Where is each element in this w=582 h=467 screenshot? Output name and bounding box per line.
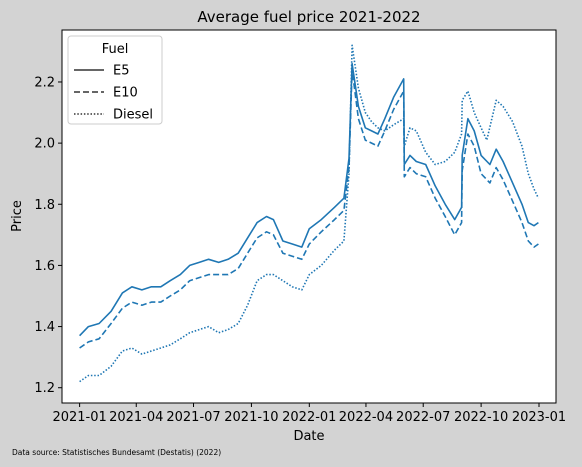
source-note: Data source: Statistisches Bundesamt (De… [12,448,221,457]
x-tick-label: 2022-01 [282,410,336,425]
legend-label-diesel: Diesel [113,108,153,123]
chart-title: Average fuel price 2021-2022 [197,8,420,26]
x-tick-label: 2021-01 [52,410,106,425]
series-line-diesel [79,44,540,383]
x-tick-label: 2021-10 [224,410,278,425]
x-tick-label: 2022-10 [454,410,508,425]
x-tick-label: 2021-07 [166,410,220,425]
legend-label-e5: E5 [113,64,130,79]
legend-label-e10: E10 [113,86,138,101]
y-axis: 1.2 1.4 1.6 1.8 2.0 2.2 [34,75,62,396]
y-tick-label: 1.4 [34,320,55,335]
y-tick-label: 2.2 [34,75,55,90]
series-layer [79,44,540,383]
x-tick-label: 2022-07 [396,410,450,425]
y-tick-label: 2.0 [34,137,55,152]
x-axis: 2021-01 2021-04 2021-07 2021-10 2022-01 2022-… [52,403,566,425]
legend-title: Fuel [102,42,129,57]
y-axis-label: Price [10,200,25,232]
y-tick-label: 1.6 [34,259,55,274]
x-tick-label: 2022-04 [339,410,393,425]
x-tick-label: 2023-01 [512,410,566,425]
legend-box [67,35,163,125]
x-tick-label: 2021-04 [109,410,163,425]
y-tick-label: 1.8 [34,198,55,213]
x-axis-label: Date [293,429,324,444]
legend: Fuel E5 E10 Diesel [67,35,163,125]
legend-entries: E5 E10 Diesel [74,64,153,123]
y-tick-label: 1.2 [34,381,55,396]
